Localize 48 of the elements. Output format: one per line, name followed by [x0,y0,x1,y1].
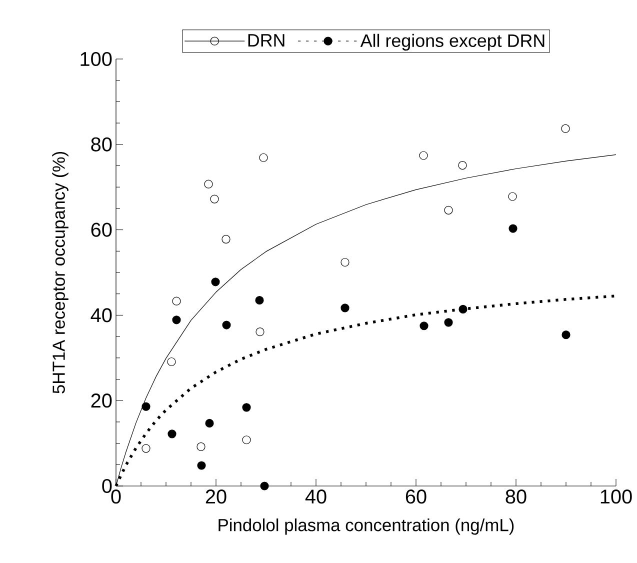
y-tick-label: 60 [91,222,112,237]
point [197,461,206,470]
x-axis-title: Pindolol plasma concentration (ng/mL) [218,518,514,535]
legend-label: All regions except DRN [360,34,544,51]
point [196,442,206,452]
y-tick-label: 40 [90,308,112,322]
point [204,180,213,188]
point [142,444,150,453]
point [142,402,150,411]
point [210,194,219,204]
y-axis-title: 5HT1A receptor occupancy (%) [52,152,68,394]
legend-label: DRN [248,34,284,47]
point [168,430,176,438]
point [562,330,570,340]
y-tick-label: 0 [102,478,112,494]
point [242,403,251,412]
point [508,192,517,201]
point [458,304,468,314]
point [561,124,570,133]
x-tick-label: 40 [305,490,326,504]
x-tick-label: 20 [206,490,226,504]
point [211,278,220,286]
point [255,296,264,305]
point [458,161,467,170]
point [222,320,231,330]
point [259,153,268,162]
point [172,316,181,324]
x-tick-label: 100 [600,490,632,504]
point [444,318,453,327]
y-tick-label: 100 [80,52,112,66]
point [172,296,181,306]
y-tick-label: 80 [91,137,112,152]
point [242,436,251,444]
point [222,234,230,244]
point [340,258,350,267]
point [508,224,518,233]
x-tick-label: 60 [406,490,426,504]
point [420,322,428,330]
x-tick-label: 0 [111,490,121,504]
point [256,328,264,336]
point [340,304,350,312]
point [419,151,428,160]
x-tick-label: 80 [506,490,526,504]
y-tick-label: 20 [91,394,112,408]
point [205,418,214,428]
point [444,206,453,214]
point [167,357,176,366]
point [260,482,269,490]
